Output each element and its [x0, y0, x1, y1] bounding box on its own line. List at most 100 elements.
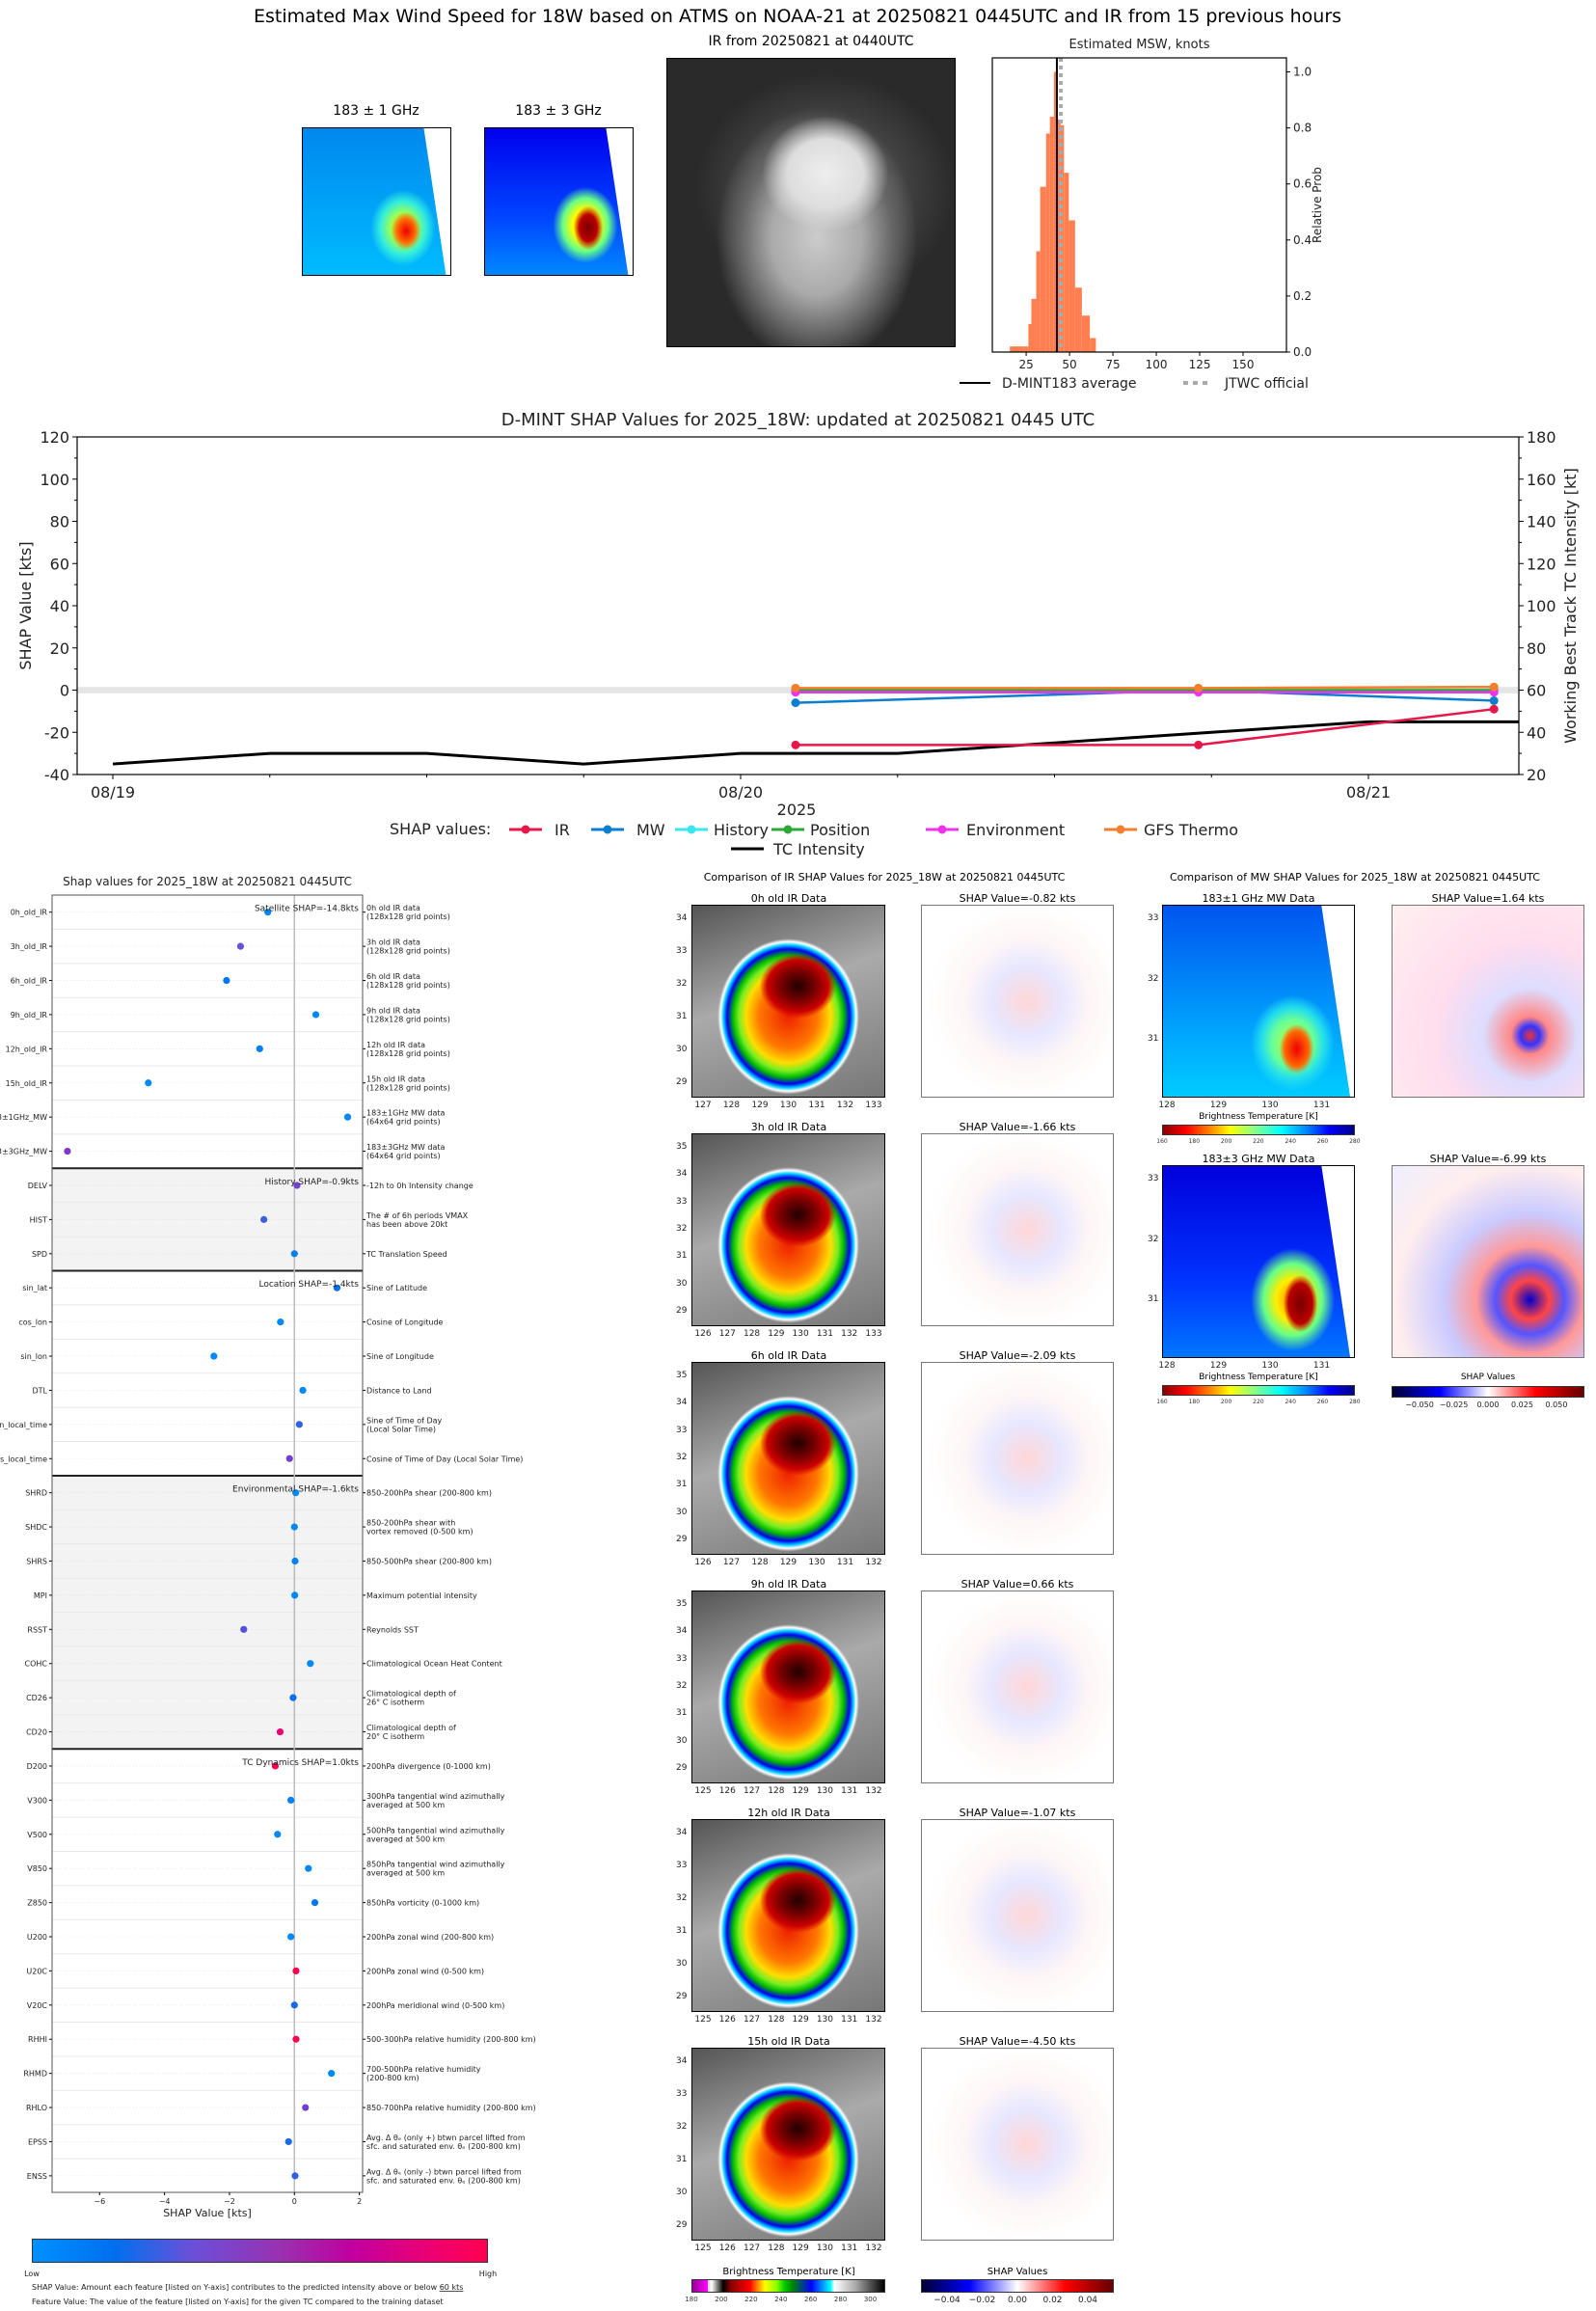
- description-line: 200hPa meridional wind (0-500 km): [366, 2001, 504, 2010]
- feature-label: 183±1GHz_MW: [0, 1113, 47, 1122]
- feature-label: V300: [27, 1796, 47, 1805]
- description-line: Sine of Latitude: [366, 1284, 427, 1292]
- feature-description: 500hPa tangential wind azimuthally averag…: [366, 1826, 505, 1843]
- description-line: The # of 6h periods VMAX: [365, 1211, 469, 1220]
- y-tick-label: 60: [50, 555, 69, 573]
- description-line: Climatological Ocean Heat Content: [366, 1660, 502, 1669]
- y2-tick-label: 80: [1527, 639, 1546, 658]
- latitude-tick-label: 31: [676, 1480, 688, 1490]
- timeseries-title: D-MINT SHAP Values for 2025_18W: updated…: [501, 410, 1095, 430]
- feature-label: EPSS: [28, 2137, 47, 2146]
- description-line: 300hPa tangential wind azimuthally: [366, 1792, 505, 1801]
- group-shap-total: Location SHAP=-1.4kts: [258, 1280, 359, 1290]
- mw-data-fill: [1163, 1166, 1351, 1357]
- group-shading: [52, 1168, 363, 1271]
- feature-description: 200hPa zonal wind (0-500 km): [366, 1967, 484, 1975]
- feature-label: sin_lat: [22, 1284, 47, 1292]
- latitude-tick-label: 31: [1148, 1034, 1159, 1044]
- description-line: vortex removed (0-500 km): [366, 1528, 473, 1536]
- longitude-tick-label: 132: [865, 1558, 882, 1567]
- colorbar-tick-label: 160: [1156, 1138, 1168, 1145]
- longitude-tick-label: 132: [865, 2015, 882, 2025]
- feature-description: 0h old IR data (128x128 grid points): [366, 904, 450, 921]
- colorbar-tick-label: 180: [1188, 1138, 1201, 1145]
- description-line: (128x128 grid points): [366, 981, 450, 990]
- description-line: 850-200hPa shear (200-800 km): [366, 1489, 492, 1498]
- longitude-tick-label: 127: [743, 2015, 761, 2025]
- series-point: [1194, 740, 1204, 749]
- feature-shap-dot: [311, 1011, 320, 1019]
- colorbar-tick-label: 180: [1188, 1399, 1201, 1405]
- legend-label: MW: [636, 821, 665, 839]
- feature-description: Climatological depth of 26° C isotherm: [366, 1690, 456, 1707]
- description-line: Reynolds SST: [366, 1625, 419, 1634]
- feature-label: CD20: [26, 1728, 47, 1737]
- ir-shap-title: SHAP Value=-1.07 kts: [959, 1807, 1076, 1819]
- longitude-tick-label: 128: [768, 2015, 785, 2025]
- description-line: 9h old IR data: [366, 1006, 420, 1015]
- longitude-tick-label: 127: [743, 2243, 761, 2253]
- feature-shap-dot: [292, 1489, 300, 1497]
- colorbar-tick-label: 0.04: [1077, 2296, 1098, 2305]
- feature-description: 850-700hPa relative humidity (200-800 km…: [366, 2104, 536, 2112]
- latitude-tick-label: 33: [676, 2089, 688, 2099]
- feature-shap-dot: [274, 1831, 282, 1838]
- ir-brightness-image: [691, 1362, 885, 1555]
- feature-shap-dot: [343, 1113, 352, 1121]
- longitude-tick-label: 129: [768, 1329, 785, 1339]
- longitude-tick-label: 130: [1261, 1361, 1279, 1371]
- feature-shap-dot: [311, 1898, 319, 1907]
- latitude-tick-label: 34: [676, 2056, 688, 2066]
- latitude-tick-label: 30: [676, 1959, 688, 1969]
- latitude-tick-label: 32: [676, 2122, 688, 2132]
- feature-label: U20C: [26, 1967, 47, 1975]
- feature-label: MPI: [34, 1591, 47, 1600]
- colorbar-tick-label: 220: [1253, 1138, 1264, 1145]
- histogram-bar: [1031, 298, 1037, 352]
- series-point: [791, 683, 800, 693]
- feature-label: ENSS: [27, 2172, 47, 2181]
- mw1-title: 183 ± 1 GHz: [333, 103, 419, 119]
- description-line: 183±3GHz MW data: [366, 1143, 445, 1152]
- description-line: Sine of Time of Day: [366, 1416, 443, 1425]
- y-tick-label: 100: [40, 471, 69, 489]
- legend-marker: [1116, 825, 1125, 834]
- colorbar-tick-label: 0.025: [1511, 1400, 1533, 1409]
- x-tick-label: 50: [1062, 358, 1076, 371]
- colorbar-low-label: Low: [24, 2270, 40, 2278]
- ir-shap-title: SHAP Value=-2.09 kts: [959, 1349, 1076, 1362]
- feature-description: 3h old IR data (128x128 grid points): [366, 938, 450, 956]
- feature-label: V850: [27, 1864, 47, 1873]
- description-line: 500hPa tangential wind azimuthally: [366, 1826, 505, 1835]
- feature-shap-dot: [299, 1386, 307, 1395]
- y2-tick-label: 180: [1527, 428, 1556, 447]
- feature-shap-dot: [285, 1455, 293, 1462]
- feature-shap-dot: [256, 1045, 263, 1052]
- mw-brightness-image: [1162, 905, 1355, 1098]
- ir-shap-map: [921, 905, 1114, 1098]
- feature-shap-dot: [264, 909, 272, 916]
- legend-marker: [603, 825, 612, 834]
- feature-description: 183±3GHz MW data (64x64 grid points): [366, 1143, 445, 1160]
- colorbar-tick-label: 0.050: [1545, 1400, 1568, 1409]
- description-line: (Local Solar Time): [366, 1425, 436, 1433]
- colorbar-tick-label: 0.000: [1476, 1400, 1500, 1409]
- feature-label: SHRD: [25, 1489, 47, 1498]
- latitude-tick-label: 30: [676, 1735, 688, 1746]
- longitude-tick-label: 130: [792, 1329, 809, 1339]
- feature-shap-dot: [307, 1660, 314, 1668]
- description-line: 500-300hPa relative humidity (200-800 km…: [366, 2035, 536, 2044]
- x-tick-label: 08/19: [91, 783, 135, 802]
- description-line: Climatological depth of: [366, 1690, 456, 1699]
- ir-comparison-title: Comparison of IR SHAP Values for 2025_18…: [703, 871, 1066, 884]
- description-line: (64x64 grid points): [366, 1118, 441, 1127]
- x-tick-label: 2: [357, 2197, 362, 2206]
- description-line: (128x128 grid points): [366, 912, 450, 921]
- latitude-tick-label: 33: [676, 1425, 688, 1435]
- latitude-tick-label: 31: [676, 1708, 688, 1719]
- feature-description: Reynolds SST: [366, 1625, 419, 1634]
- description-line: 0h old IR data: [366, 904, 420, 912]
- description-line: Avg. Δ θₑ (only -) btwn parcel lifted fr…: [366, 2167, 522, 2176]
- histogram-bar: [1069, 220, 1075, 352]
- latitude-tick-label: 31: [1148, 1294, 1159, 1304]
